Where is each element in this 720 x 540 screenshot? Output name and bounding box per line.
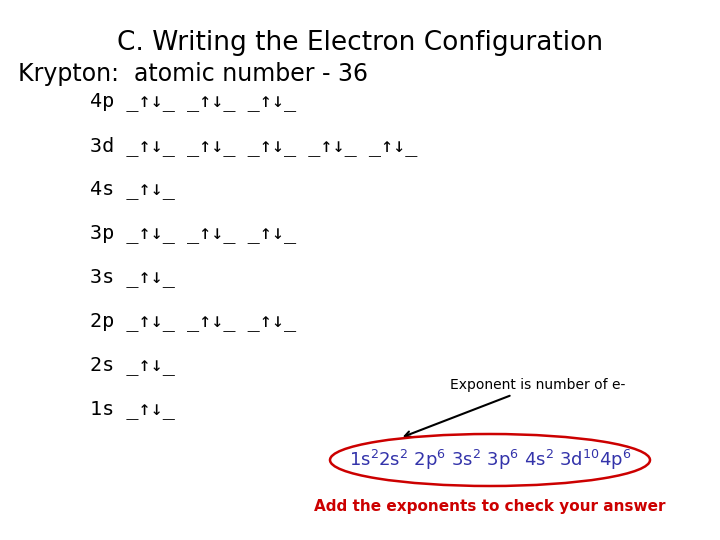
- Text: 4s _↑↓_: 4s _↑↓_: [90, 180, 175, 199]
- Text: 4p _↑↓_ _↑↓_ _↑↓_: 4p _↑↓_ _↑↓_ _↑↓_: [90, 92, 296, 111]
- Text: Exponent is number of e-: Exponent is number of e-: [405, 378, 626, 437]
- Text: C. Writing the Electron Configuration: C. Writing the Electron Configuration: [117, 30, 603, 56]
- Text: 3d _↑↓_ _↑↓_ _↑↓_ _↑↓_ _↑↓_: 3d _↑↓_ _↑↓_ _↑↓_ _↑↓_ _↑↓_: [90, 136, 418, 156]
- Text: Add the exponents to check your answer: Add the exponents to check your answer: [314, 498, 666, 514]
- Text: 1s _↑↓_: 1s _↑↓_: [90, 400, 175, 419]
- Text: $\mathregular{1s^2 2s^2\ 2p^6\ 3s^2\ 3p^6\ 4s^2\ 3d^{10}4p^6}$: $\mathregular{1s^2 2s^2\ 2p^6\ 3s^2\ 3p^…: [349, 448, 631, 472]
- Text: 2p _↑↓_ _↑↓_ _↑↓_: 2p _↑↓_ _↑↓_ _↑↓_: [90, 312, 296, 331]
- Text: 2s _↑↓_: 2s _↑↓_: [90, 356, 175, 375]
- Text: 3s _↑↓_: 3s _↑↓_: [90, 268, 175, 287]
- Text: 3p _↑↓_ _↑↓_ _↑↓_: 3p _↑↓_ _↑↓_ _↑↓_: [90, 224, 296, 243]
- Text: Krypton:  atomic number - 36: Krypton: atomic number - 36: [18, 62, 368, 86]
